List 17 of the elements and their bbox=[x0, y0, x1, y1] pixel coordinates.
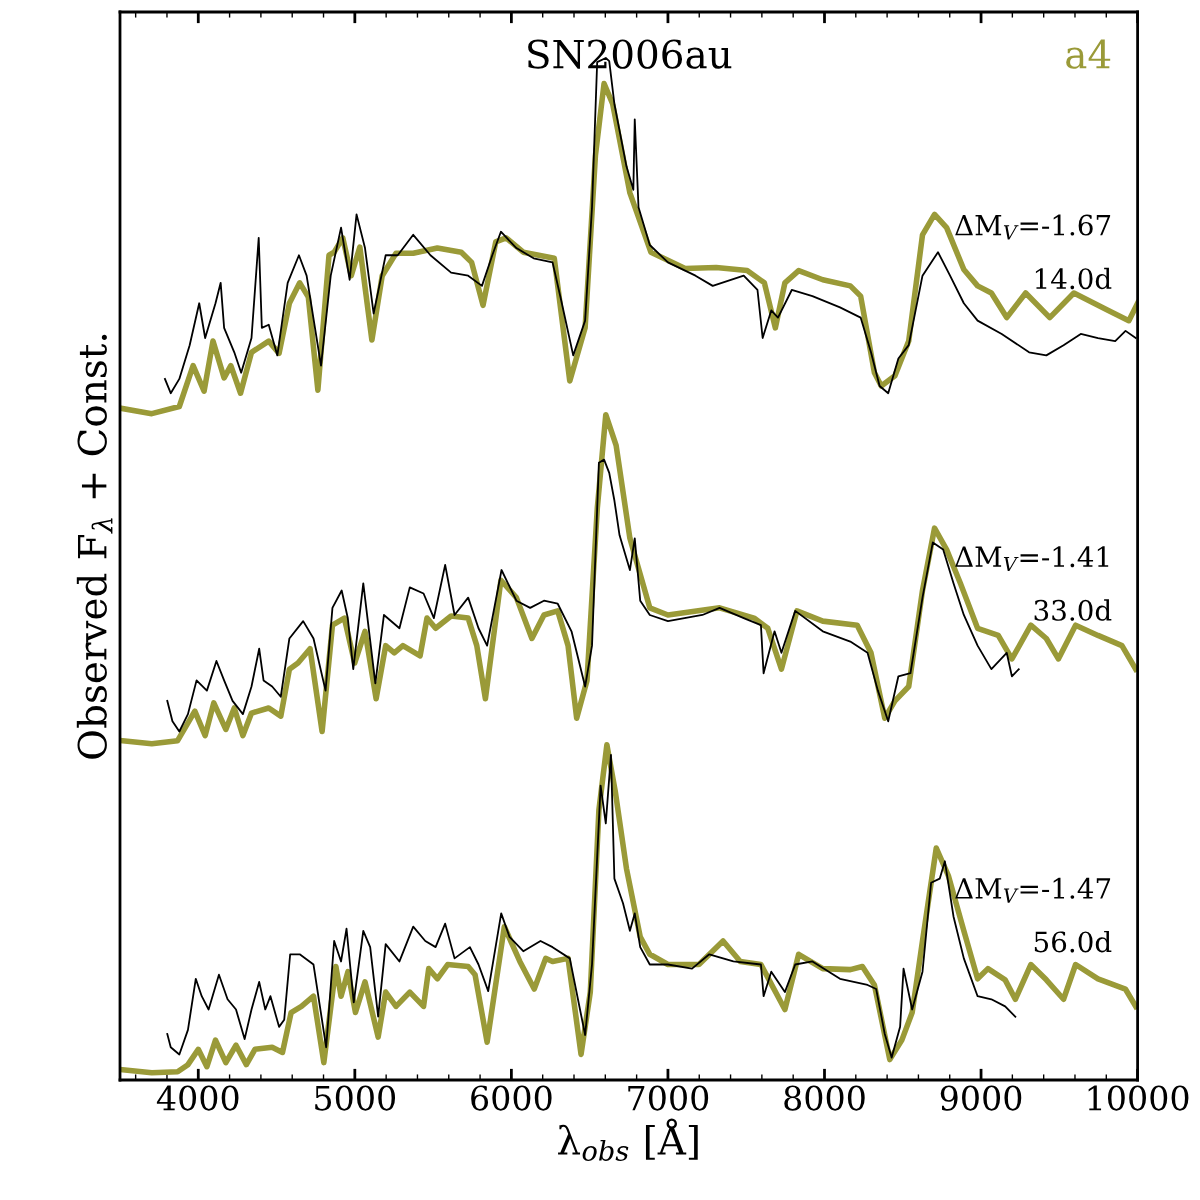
annotation: 56.0d bbox=[1034, 930, 1112, 953]
annotation: 14.0d bbox=[1035, 267, 1112, 290]
x-tick-label: 7000 bbox=[628, 1085, 709, 1111]
annotation: ΔM$_{V}$=-1.41 bbox=[955, 546, 1109, 572]
chart-title: SN2006au bbox=[528, 39, 732, 69]
x-axis-title: λ$_{obs}$ [Å] bbox=[558, 1118, 698, 1161]
annotation: ΔM$_{V}$=-1.67 bbox=[955, 214, 1111, 240]
x-tick-label: 4000 bbox=[156, 1085, 239, 1111]
x-tick-label: 8000 bbox=[784, 1085, 865, 1111]
x-tick-label: 9000 bbox=[940, 1085, 1022, 1111]
text: a4 bbox=[1066, 39, 1111, 69]
annotation: 33.0d bbox=[1034, 599, 1112, 621]
annotation: ΔM$_{V}$=-1.47 bbox=[955, 877, 1111, 903]
x-tick-label: 5000 bbox=[315, 1085, 396, 1111]
x-tick-label: 6000 bbox=[471, 1085, 552, 1111]
x-tick-label: 10000 bbox=[1088, 1085, 1189, 1111]
y-axis-title: Observed F$_{λ}$ + Const. bbox=[76, 334, 113, 759]
